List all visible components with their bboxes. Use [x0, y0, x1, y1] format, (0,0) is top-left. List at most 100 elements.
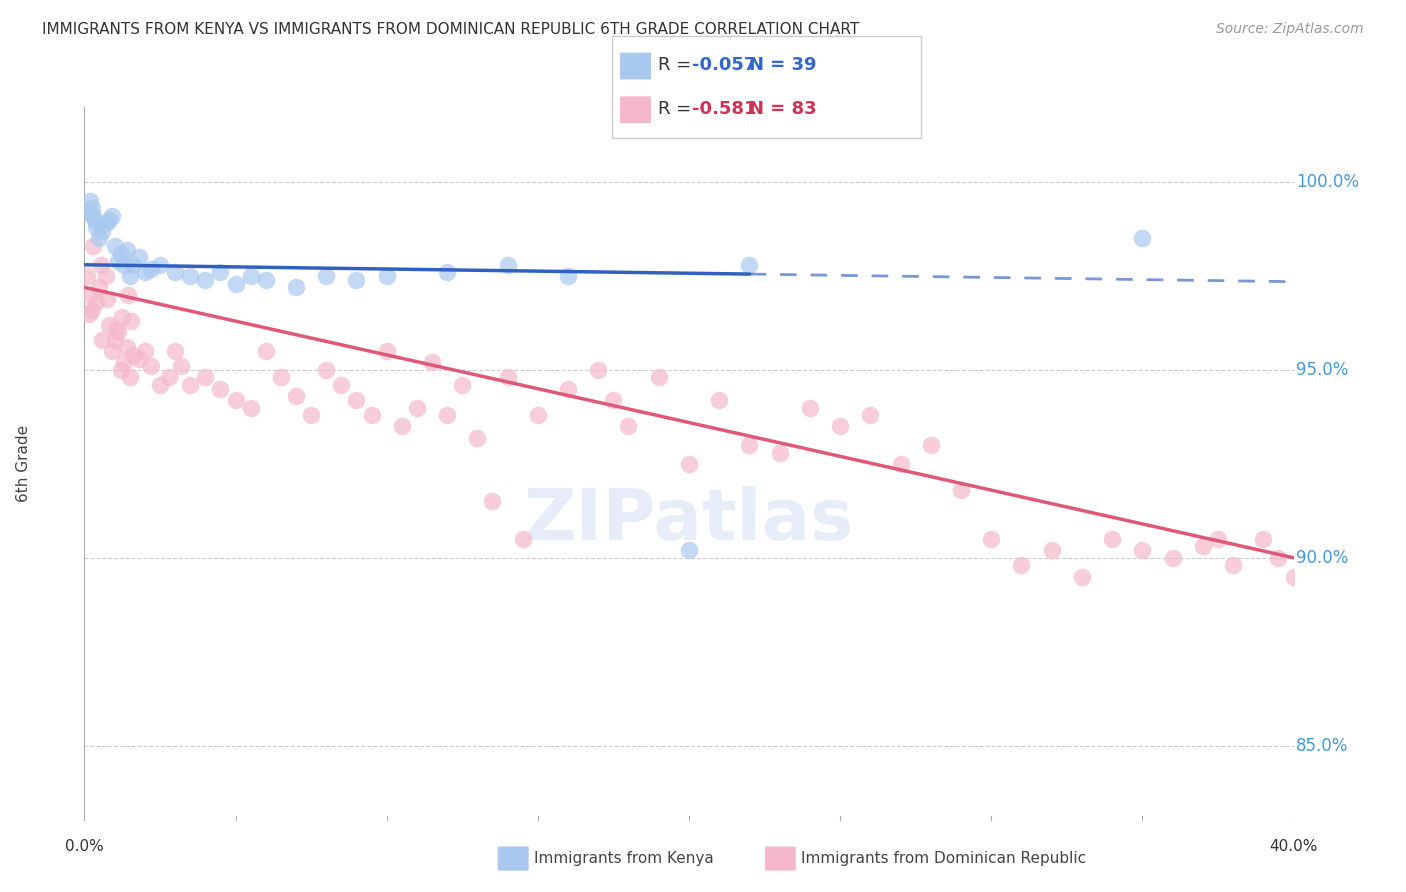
Point — [1010, 558, 1032, 573]
Point — [284, 389, 308, 403]
Point — [76, 205, 98, 219]
Point — [678, 457, 700, 471]
Point — [299, 408, 322, 422]
Point — [890, 457, 912, 471]
Point — [830, 419, 852, 434]
Point — [481, 494, 503, 508]
Text: 0.0%: 0.0% — [65, 839, 104, 855]
Point — [82, 239, 104, 253]
Text: 40.0%: 40.0% — [1270, 839, 1317, 855]
Text: Source: ZipAtlas.com: Source: ZipAtlas.com — [1216, 22, 1364, 37]
Point — [799, 401, 821, 415]
Point — [315, 268, 337, 283]
Point — [112, 258, 135, 272]
Point — [165, 265, 187, 279]
Text: Immigrants from Kenya: Immigrants from Kenya — [534, 852, 714, 866]
Point — [436, 265, 458, 279]
Point — [284, 280, 308, 294]
Text: 90.0%: 90.0% — [1296, 549, 1348, 566]
Point — [678, 543, 700, 558]
Point — [94, 268, 117, 283]
Point — [346, 392, 368, 407]
Point — [79, 194, 101, 208]
Point — [209, 265, 232, 279]
Point — [527, 408, 550, 422]
Point — [91, 333, 114, 347]
Point — [1206, 532, 1229, 546]
Point — [104, 239, 127, 253]
Point — [118, 370, 141, 384]
Point — [209, 382, 232, 396]
Point — [254, 273, 277, 287]
Point — [121, 348, 143, 362]
Point — [557, 268, 579, 283]
Point — [950, 483, 973, 497]
Point — [980, 532, 1002, 546]
Point — [105, 321, 128, 335]
Point — [94, 217, 117, 231]
Point — [110, 363, 132, 377]
Text: ZIPatlas: ZIPatlas — [524, 486, 853, 556]
Point — [112, 355, 135, 369]
Point — [100, 344, 122, 359]
Text: N = 83: N = 83 — [749, 100, 817, 118]
Point — [420, 355, 443, 369]
Point — [1130, 231, 1153, 245]
Point — [157, 370, 180, 384]
Point — [90, 258, 112, 272]
Point — [139, 359, 162, 374]
Point — [96, 292, 118, 306]
Point — [254, 344, 277, 359]
Point — [617, 419, 640, 434]
Point — [738, 258, 761, 272]
Point — [451, 378, 474, 392]
Point — [647, 370, 671, 384]
Point — [225, 277, 247, 291]
Point — [179, 378, 201, 392]
Point — [104, 333, 127, 347]
Text: Immigrants from Dominican Republic: Immigrants from Dominican Republic — [801, 852, 1087, 866]
Point — [128, 250, 150, 264]
Point — [859, 408, 882, 422]
Point — [194, 370, 217, 384]
Point — [360, 408, 382, 422]
Point — [121, 258, 143, 272]
Point — [239, 401, 262, 415]
Point — [1192, 540, 1215, 554]
Point — [1040, 543, 1063, 558]
Point — [179, 268, 201, 283]
Point — [1267, 550, 1289, 565]
Point — [709, 392, 731, 407]
Point — [1071, 569, 1094, 583]
Point — [467, 431, 489, 445]
Point — [496, 258, 519, 272]
Point — [1251, 532, 1274, 546]
Point — [1222, 558, 1244, 573]
Point — [512, 532, 534, 546]
Point — [436, 408, 458, 422]
Point — [111, 310, 134, 325]
Point — [134, 265, 156, 279]
Point — [406, 401, 429, 415]
Point — [89, 280, 111, 294]
Point — [100, 209, 122, 223]
Point — [139, 261, 162, 276]
Text: 6th Grade: 6th Grade — [17, 425, 31, 502]
Point — [120, 314, 142, 328]
Point — [97, 318, 120, 332]
Point — [107, 254, 129, 268]
Text: IMMIGRANTS FROM KENYA VS IMMIGRANTS FROM DOMINICAN REPUBLIC 6TH GRADE CORRELATIO: IMMIGRANTS FROM KENYA VS IMMIGRANTS FROM… — [42, 22, 859, 37]
Point — [80, 202, 103, 216]
Point — [128, 351, 150, 366]
Text: 85.0%: 85.0% — [1296, 737, 1348, 755]
Text: R =: R = — [658, 100, 697, 118]
Text: -0.581: -0.581 — [692, 100, 756, 118]
Point — [115, 243, 138, 257]
Point — [170, 359, 193, 374]
Point — [194, 273, 217, 287]
Point — [149, 258, 172, 272]
Point — [375, 344, 398, 359]
Point — [239, 268, 262, 283]
Point — [225, 392, 247, 407]
Point — [346, 273, 368, 287]
